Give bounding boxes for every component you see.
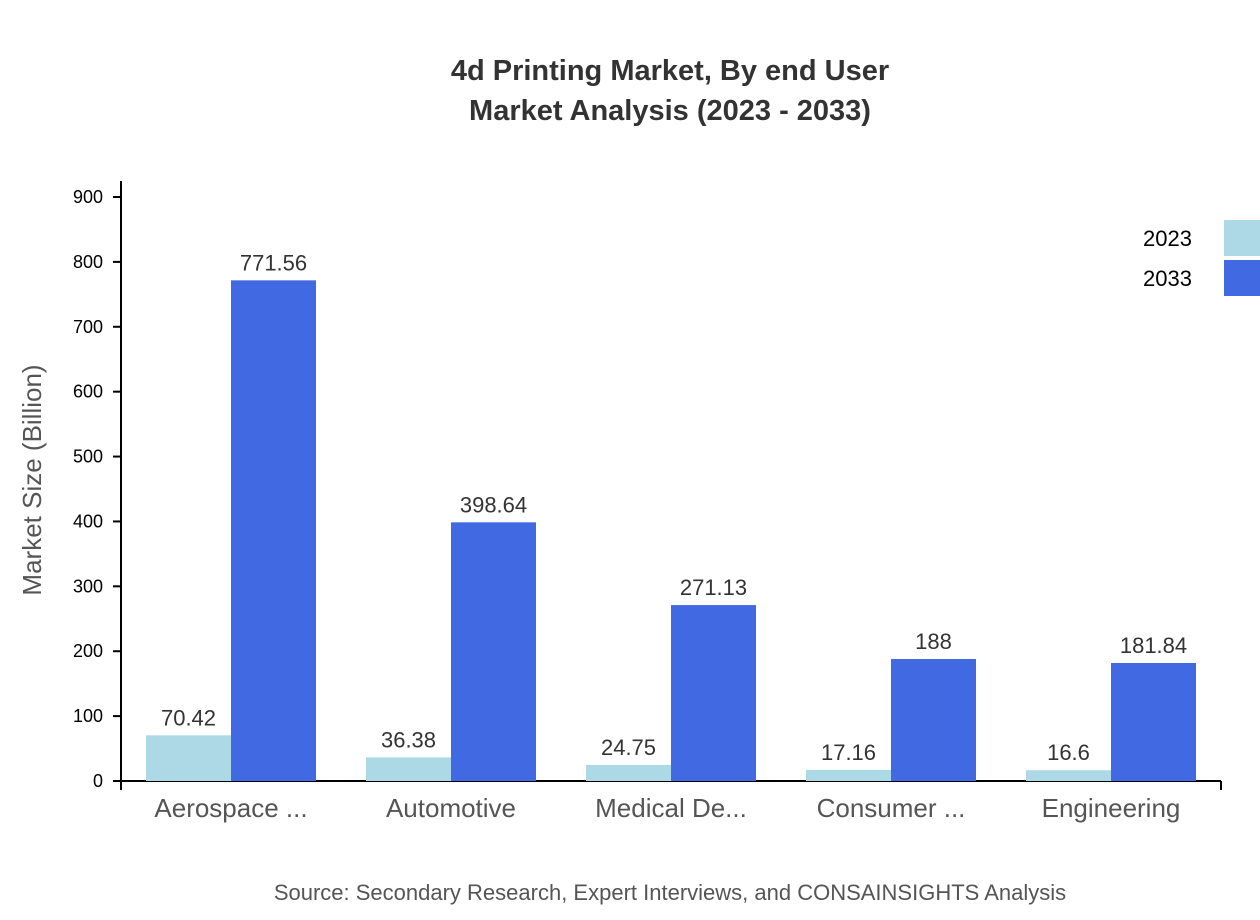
- y-tick-label: 400: [73, 511, 103, 531]
- data-label: 771.56: [240, 250, 307, 275]
- y-tick-label: 300: [73, 576, 103, 596]
- x-tick-label: Automotive: [386, 793, 516, 823]
- data-label: 70.42: [161, 705, 216, 730]
- source-note: Source: Secondary Research, Expert Inter…: [274, 880, 1066, 905]
- y-tick-label: 200: [73, 641, 103, 661]
- legend-label: 2033: [1143, 266, 1192, 291]
- data-label: 36.38: [381, 727, 436, 752]
- data-label: 181.84: [1120, 633, 1187, 658]
- y-tick-label: 600: [73, 382, 103, 402]
- data-label: 188: [915, 629, 952, 654]
- x-tick-label: Aerospace ...: [154, 793, 307, 823]
- y-tick-label: 500: [73, 447, 103, 467]
- legend-label: 2023: [1143, 226, 1192, 251]
- y-tick-label: 100: [73, 706, 103, 726]
- y-tick-label: 0: [93, 771, 103, 791]
- bar-2023: [586, 764, 671, 781]
- data-label: 398.64: [460, 492, 527, 517]
- data-label: 16.6: [1047, 740, 1090, 765]
- x-tick-label: Engineering: [1042, 793, 1181, 823]
- bar-2033: [891, 659, 976, 781]
- bar-2023: [366, 757, 451, 781]
- y-tick-label: 800: [73, 252, 103, 272]
- legend-swatch-2033: [1224, 260, 1260, 296]
- legend-swatch-2023: [1224, 220, 1260, 256]
- bar-2023: [806, 769, 891, 781]
- x-tick-label: Consumer ...: [817, 793, 966, 823]
- data-label: 17.16: [821, 740, 876, 765]
- bar-2033: [451, 522, 536, 781]
- y-tick-label: 900: [73, 187, 103, 207]
- chart-subtitle: Market Analysis (2023 - 2033): [469, 95, 871, 127]
- bar-2033: [671, 605, 756, 781]
- chart-title: 4d Printing Market, By end User: [451, 55, 889, 87]
- bar-2033: [1111, 663, 1196, 781]
- data-label: 24.75: [601, 735, 656, 760]
- y-tick-label: 700: [73, 317, 103, 337]
- x-tick-label: Medical De...: [595, 793, 747, 823]
- bar-2023: [146, 735, 231, 781]
- bar-2023: [1026, 770, 1111, 781]
- y-axis-label: Market Size (Billion): [17, 364, 47, 595]
- bar-2033: [231, 280, 316, 781]
- data-label: 271.13: [680, 575, 747, 600]
